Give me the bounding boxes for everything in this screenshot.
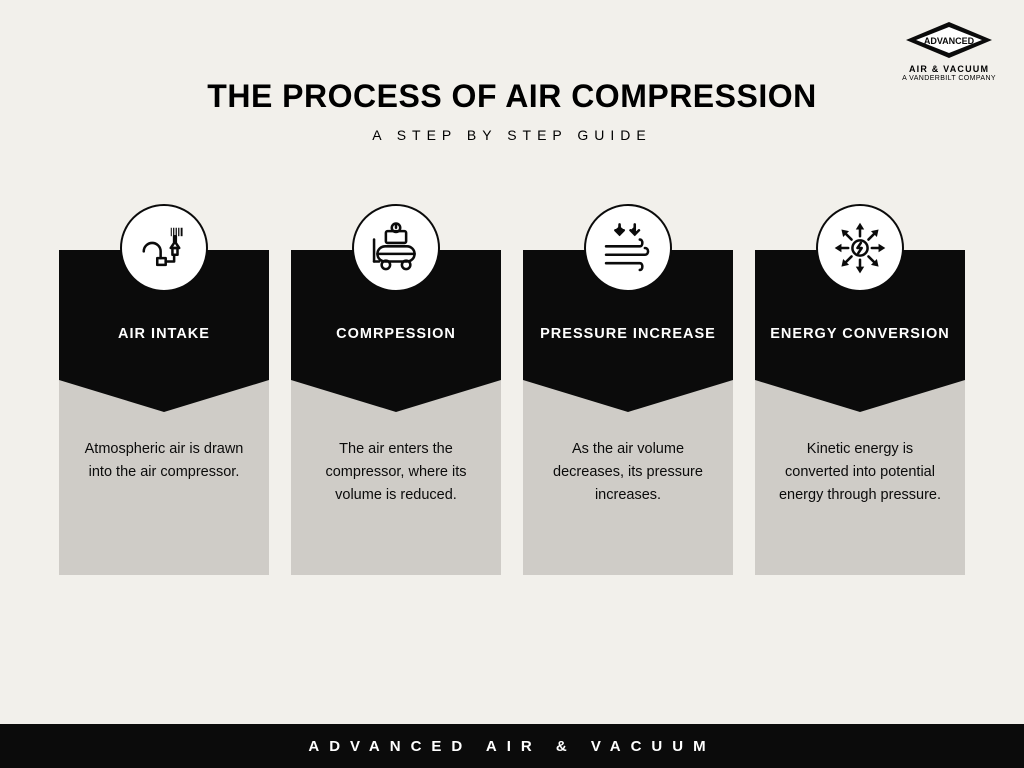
step-title-text: PRESSURE INCREASE — [535, 325, 721, 345]
step-title-text: COMRPESSION — [303, 325, 489, 345]
logo-line-2: A VANDERBILT COMPANY — [902, 75, 996, 82]
step-compression: COMRPESSION The air enters the compresso… — [291, 250, 501, 575]
infographic-canvas: ADVANCED AIR & VACUUM A VANDERBILT COMPA… — [0, 0, 1024, 768]
logo-line-1: AIR & VACUUM — [902, 64, 996, 74]
page-subtitle: A STEP BY STEP GUIDE — [0, 127, 1024, 143]
compressor-icon — [352, 204, 440, 292]
header: THE PROCESS OF AIR COMPRESSION A STEP BY… — [0, 0, 1024, 143]
footer-bar: ADVANCED AIR & VACUUM — [0, 724, 1024, 768]
energy-icon — [816, 204, 904, 292]
steps-row: AIR INTAKE Atmospheric air is drawn into… — [0, 250, 1024, 575]
logo-diamond-icon: ADVANCED — [904, 20, 994, 60]
step-energy: ENERGY CONVERSION Kinetic energy is conv… — [755, 250, 965, 575]
step-title-text: AIR INTAKE — [71, 325, 257, 345]
footer-text: ADVANCED AIR & VACUUM — [308, 738, 715, 755]
page-title: THE PROCESS OF AIR COMPRESSION — [0, 78, 1024, 115]
brand-logo: ADVANCED AIR & VACUUM A VANDERBILT COMPA… — [902, 20, 996, 82]
step-title-text: ENERGY CONVERSION — [767, 325, 953, 345]
air-intake-icon — [120, 204, 208, 292]
step-pressure: PRESSURE INCREASE As the air volume decr… — [523, 250, 733, 575]
pressure-icon — [584, 204, 672, 292]
step-air-intake: AIR INTAKE Atmospheric air is drawn into… — [59, 250, 269, 575]
logo-diamond-text: ADVANCED — [924, 36, 975, 46]
